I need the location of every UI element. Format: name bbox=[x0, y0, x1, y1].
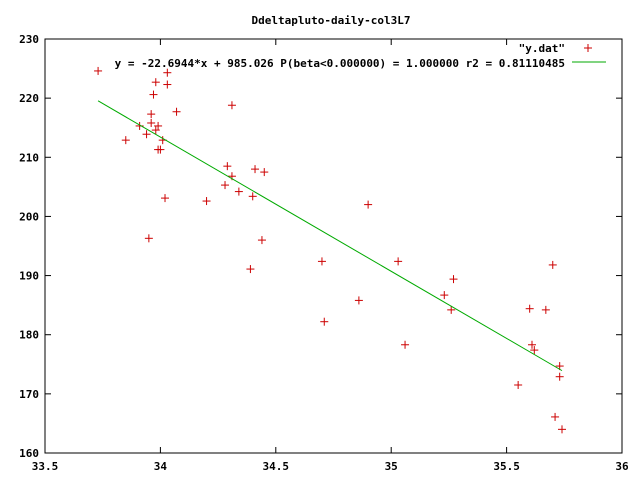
data-point bbox=[317, 257, 326, 266]
x-tick-label: 34 bbox=[154, 460, 168, 473]
data-point bbox=[221, 181, 230, 190]
data-point bbox=[234, 187, 243, 196]
data-point bbox=[555, 372, 564, 381]
data-point bbox=[401, 340, 410, 349]
data-point bbox=[364, 200, 373, 209]
data-point bbox=[161, 194, 170, 203]
regression-line bbox=[97, 100, 563, 372]
x-tick-label: 36 bbox=[615, 460, 629, 473]
data-point bbox=[548, 260, 557, 269]
data-point bbox=[257, 236, 266, 245]
legend-marker-ydat bbox=[584, 44, 592, 52]
legend: "y.dat" y = -22.6944*x + 985.026 P(beta<… bbox=[115, 42, 606, 70]
x-tick-label: 34.5 bbox=[263, 460, 290, 473]
y-tick-label: 210 bbox=[19, 151, 39, 164]
data-point bbox=[154, 121, 163, 130]
data-point bbox=[172, 107, 181, 116]
data-point bbox=[557, 425, 566, 434]
data-point bbox=[163, 68, 172, 77]
data-point bbox=[260, 168, 269, 177]
data-point bbox=[551, 412, 560, 421]
x-axis: 33.5 34 34.5 35 35.5 36 bbox=[32, 39, 629, 473]
y-tick-label: 220 bbox=[19, 92, 39, 105]
legend-label-ydat: "y.dat" bbox=[519, 42, 565, 55]
y-tick-label: 190 bbox=[19, 270, 39, 283]
data-point bbox=[449, 275, 458, 284]
data-point bbox=[202, 197, 211, 206]
y-tick-label: 230 bbox=[19, 33, 39, 46]
data-point bbox=[147, 110, 156, 119]
data-point bbox=[135, 121, 144, 130]
y-tick-label: 170 bbox=[19, 388, 39, 401]
y-axis: 160 170 180 190 200 210 220 230 bbox=[19, 33, 622, 460]
data-point bbox=[223, 162, 232, 171]
y-tick-label: 160 bbox=[19, 447, 39, 460]
data-point bbox=[514, 380, 523, 389]
x-tick-label: 33.5 bbox=[32, 460, 59, 473]
data-point bbox=[142, 130, 151, 139]
series-layer bbox=[94, 66, 566, 434]
data-point bbox=[246, 265, 255, 274]
data-point bbox=[251, 165, 260, 174]
plot-frame bbox=[44, 38, 623, 454]
data-point bbox=[525, 304, 534, 313]
data-point bbox=[151, 78, 160, 87]
data-point bbox=[121, 136, 130, 145]
data-point bbox=[530, 346, 539, 355]
data-point bbox=[354, 296, 363, 305]
data-point bbox=[320, 317, 329, 326]
x-tick-label: 35.5 bbox=[493, 460, 520, 473]
legend-label-fit: y = -22.6944*x + 985.026 P(beta<0.000000… bbox=[115, 57, 565, 70]
data-point bbox=[447, 305, 456, 314]
data-point bbox=[163, 80, 172, 89]
y-tick-label: 180 bbox=[19, 329, 39, 342]
data-point bbox=[394, 257, 403, 266]
data-point bbox=[227, 101, 236, 110]
data-point bbox=[541, 305, 550, 314]
x-tick-label: 35 bbox=[385, 460, 398, 473]
data-point bbox=[156, 145, 165, 154]
chart-title: Ddeltapluto-daily-col3L7 bbox=[252, 14, 411, 27]
y-tick-label: 200 bbox=[19, 210, 39, 223]
data-point bbox=[248, 192, 257, 201]
data-point bbox=[144, 234, 153, 243]
data-point bbox=[527, 340, 536, 349]
data-point bbox=[147, 118, 156, 127]
data-point bbox=[94, 66, 103, 75]
data-point bbox=[149, 90, 158, 99]
data-point bbox=[151, 126, 160, 135]
data-point bbox=[440, 291, 449, 300]
